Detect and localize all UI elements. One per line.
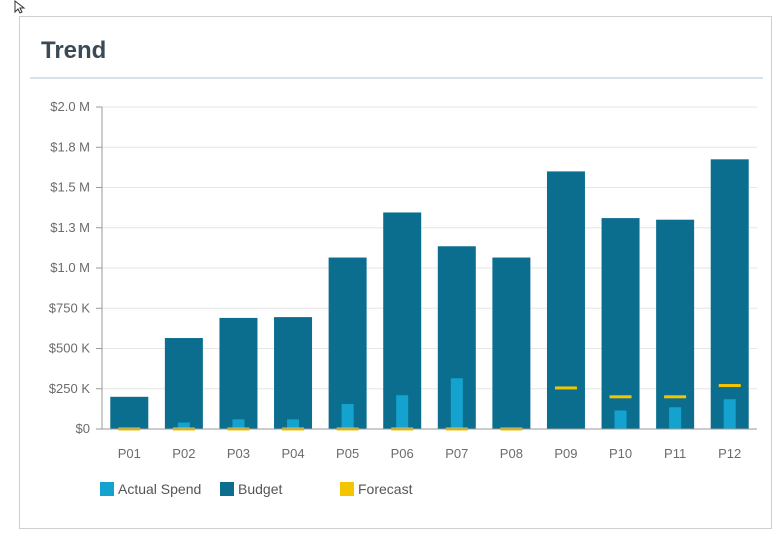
budget-bar[interactable] — [492, 257, 531, 429]
chart-legend: Actual Spend Budget Forecast — [80, 481, 720, 501]
legend-item-actual-spend[interactable]: Actual Spend — [100, 481, 201, 497]
budget-bar[interactable] — [274, 317, 313, 429]
y-tick-label: $500 K — [49, 341, 91, 356]
y-tick-label: $0 — [76, 421, 90, 436]
y-tick-label: $1.8 M — [50, 139, 90, 154]
actual-spend-bar[interactable] — [177, 422, 190, 429]
x-tick-label: P03 — [227, 446, 250, 461]
actual-spend-bar[interactable] — [341, 404, 354, 429]
actual-spend-bar[interactable] — [396, 395, 409, 429]
budget-bar[interactable] — [110, 396, 149, 429]
mouse-cursor-icon — [14, 0, 26, 14]
card-title: Trend — [41, 37, 107, 64]
legend-swatch-budget — [220, 482, 234, 496]
legend-swatch-actual-spend — [100, 482, 114, 496]
y-tick-label: $1.0 M — [50, 260, 90, 275]
actual-spend-bar[interactable] — [232, 419, 245, 429]
y-tick-label: $1.5 M — [50, 180, 90, 195]
y-tick-label: $1.3 M — [50, 220, 90, 235]
actual-spend-bar[interactable] — [669, 407, 682, 429]
budget-bar[interactable] — [328, 257, 367, 429]
actual-spend-bar[interactable] — [450, 378, 463, 429]
x-tick-label: P12 — [718, 446, 741, 461]
y-tick-label: $750 K — [49, 300, 91, 315]
legend-item-budget[interactable]: Budget — [220, 481, 282, 497]
actual-spend-bar[interactable] — [614, 410, 627, 429]
y-tick-label: $2.0 M — [50, 99, 90, 114]
x-tick-label: P01 — [118, 446, 141, 461]
legend-item-forecast[interactable]: Forecast — [340, 481, 412, 497]
x-tick-label: P11 — [664, 446, 686, 461]
budget-bar[interactable] — [601, 218, 640, 429]
x-tick-label: P02 — [172, 446, 195, 461]
budget-bar[interactable] — [710, 159, 749, 429]
forecast-marker[interactable] — [609, 395, 632, 399]
x-tick-label: P10 — [609, 446, 632, 461]
x-tick-label: P05 — [336, 446, 359, 461]
x-tick-label: P04 — [281, 446, 304, 461]
actual-spend-bar[interactable] — [723, 399, 736, 429]
x-tick-label: P08 — [500, 446, 523, 461]
forecast-marker[interactable] — [554, 386, 577, 390]
legend-label-forecast: Forecast — [358, 481, 413, 497]
y-tick-label: $250 K — [49, 381, 91, 396]
budget-bar[interactable] — [546, 171, 585, 429]
legend-label-actual-spend: Actual Spend — [118, 481, 202, 497]
budget-bar[interactable] — [656, 219, 695, 429]
x-tick-label: P06 — [391, 446, 414, 461]
budget-bar[interactable] — [383, 212, 422, 429]
x-tick-label: P07 — [445, 446, 468, 461]
x-tick-label: P09 — [554, 446, 577, 461]
forecast-marker[interactable] — [718, 384, 741, 388]
legend-swatch-forecast — [340, 482, 354, 496]
budget-bar[interactable] — [219, 317, 258, 429]
actual-spend-bar[interactable] — [287, 419, 300, 429]
budget-bar[interactable] — [164, 338, 203, 429]
legend-label-budget: Budget — [238, 481, 283, 497]
title-divider — [30, 77, 763, 79]
forecast-marker[interactable] — [664, 395, 687, 399]
